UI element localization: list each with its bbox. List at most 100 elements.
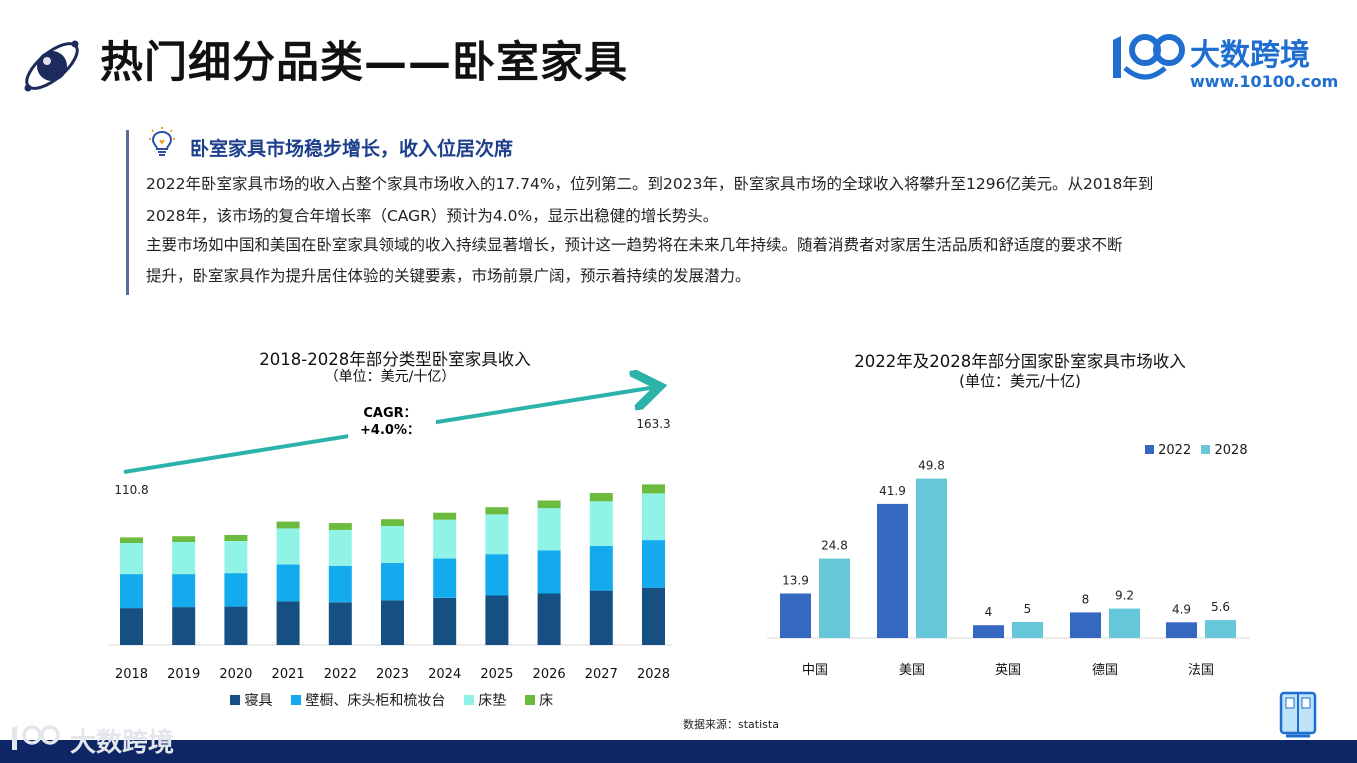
bar-2025-series-0	[485, 595, 509, 645]
x-tick-2026: 2026	[533, 667, 566, 682]
value-label-英国-2022: 4	[985, 605, 993, 619]
bar-2022-series-3	[328, 523, 352, 530]
bar-2020-series-1	[224, 573, 248, 607]
section-heading: 卧室家具市场稳步增长，收入位居次席	[190, 138, 514, 160]
bar-2019-series-2	[172, 542, 196, 575]
total-label-2028: 163.3	[636, 417, 670, 431]
legend-swatch-mattress	[463, 695, 474, 705]
brand-name: 大数跨境	[1190, 38, 1310, 73]
bar-2022-series-0	[328, 602, 352, 645]
page-title: 热门细分品类——卧室家具	[100, 38, 628, 88]
bar-2022-series-1	[328, 565, 352, 603]
bar-2024-series-2	[433, 519, 457, 559]
wardrobe-icon	[1279, 691, 1317, 738]
left-chart-title: 2018-2028年部分类型卧室家具收入	[259, 350, 531, 369]
legend-swatch-cabinet	[290, 695, 301, 705]
x-tick-中国: 中国	[802, 663, 828, 678]
bar-2021-series-0	[276, 601, 300, 645]
total-label-2018: 110.8	[114, 483, 148, 497]
bar-2021-series-1	[276, 564, 300, 602]
x-tick-2028: 2028	[637, 667, 670, 682]
x-tick-2027: 2027	[585, 667, 618, 682]
legend-label-2022: 2022	[1158, 443, 1192, 458]
bar-2018-series-0	[120, 608, 143, 645]
bar-2021-series-3	[276, 521, 300, 529]
brand-logo-icon	[1113, 34, 1185, 80]
bar-法国-2022	[1166, 622, 1197, 638]
x-tick-美国: 美国	[899, 663, 925, 678]
bar-中国-2022	[780, 593, 811, 638]
cagr-label-bg	[348, 398, 436, 442]
footer-bar	[0, 740, 1357, 763]
legend-swatch-bedding	[230, 695, 240, 705]
bar-英国-2022	[973, 625, 1004, 638]
x-tick-2023: 2023	[376, 667, 409, 682]
x-tick-2025: 2025	[480, 667, 513, 682]
value-label-德国-2028: 9.2	[1115, 589, 1134, 603]
bar-2024-series-3	[433, 512, 457, 520]
bar-2027-series-1	[589, 545, 613, 591]
bar-2027-series-0	[589, 590, 613, 645]
value-label-中国-2028: 24.8	[821, 539, 848, 553]
stacked-bar-chart: CAGR： +4.0%： 2018 110.8 2019 2020 2021 2022 20…	[108, 370, 672, 682]
legend-swatch-2022	[1145, 445, 1154, 454]
bar-德国-2022	[1070, 612, 1101, 638]
bar-2028-series-0	[642, 587, 665, 645]
bar-2026-series-2	[537, 508, 561, 551]
bar-2028-series-3	[642, 484, 665, 494]
bar-2023-series-0	[381, 600, 404, 645]
paragraph-line-4: 提升，卧室家具作为提升居住体验的关键要素，市场前景广阔，预示着持续的发展潜力。	[146, 267, 751, 285]
bar-英国-2028	[1012, 622, 1043, 638]
x-tick-2018: 2018	[115, 667, 148, 682]
bar-法国-2028	[1205, 620, 1236, 638]
bar-2019-series-1	[172, 574, 196, 608]
bar-2027-series-3	[589, 493, 613, 502]
brand-url[interactable]: www.10100.com	[1190, 72, 1339, 91]
bar-2018-series-2	[120, 543, 143, 575]
bar-2022-series-2	[328, 529, 352, 566]
value-label-美国-2028: 49.8	[918, 459, 945, 473]
x-tick-2022: 2022	[324, 667, 357, 682]
left-chart-legend: 寝具 壁橱、床头柜和梳妆台 床垫 床	[230, 690, 553, 710]
legend-label-mattress: 床垫	[478, 693, 507, 709]
right-chart-legend: 2022 2028	[1145, 443, 1248, 458]
legend-label-cabinet: 壁橱、床头柜和梳妆台	[305, 693, 446, 709]
bar-2026-series-0	[537, 593, 561, 645]
bar-中国-2028	[819, 558, 850, 638]
bar-美国-2028	[916, 478, 947, 638]
paragraph-line-3: 主要市场如中国和美国在卧室家具领域的收入持续显著增长，预计这一趋势将在未来几年持…	[146, 236, 1123, 254]
bar-2018-series-1	[120, 574, 143, 609]
legend-label-bed: 床	[539, 693, 554, 709]
value-label-中国-2022: 13.9	[782, 574, 809, 588]
grouped-bar-chart: 13.9 24.8 中国 41.9 49.8 美国 4 5 英国 8 9.2 德国 4.9 5.6 法国	[767, 459, 1250, 678]
x-tick-德国: 德国	[1092, 663, 1118, 678]
paragraph-line-1: 2022年卧室家具市场的收入占整个家具市场收入的17.74%，位列第二。到202…	[146, 175, 1154, 193]
cagr-label-line1: CAGR：	[363, 406, 416, 421]
bar-2026-series-3	[537, 500, 561, 509]
value-label-德国-2022: 8	[1082, 592, 1090, 606]
bar-2023-series-3	[381, 519, 404, 526]
lightbulb-icon	[149, 127, 175, 156]
bar-2024-series-1	[433, 558, 457, 598]
section-accent-bar	[126, 130, 129, 295]
data-source: 数据来源：statista	[683, 718, 779, 731]
bar-2021-series-2	[276, 528, 300, 565]
bar-2026-series-1	[537, 550, 561, 594]
x-tick-2020: 2020	[219, 667, 252, 682]
watermark-text: 大数跨境	[70, 728, 175, 758]
right-chart-unit: (单位：美元/十亿)	[959, 372, 1081, 390]
bar-2025-series-2	[485, 514, 509, 555]
value-label-英国-2028: 5	[1024, 602, 1032, 616]
left-chart-unit: （单位：美元/十亿）	[324, 369, 456, 385]
bar-2019-series-3	[172, 536, 196, 542]
paragraph-line-2: 2028年，该市场的复合年增长率（CAGR）预计为4.0%，显示出稳健的增长势头…	[146, 207, 719, 225]
right-chart-title: 2022年及2028年部分国家卧室家具市场收入	[854, 352, 1186, 371]
cagr-label-line2: +4.0%：	[360, 423, 420, 438]
bar-2028-series-1	[642, 540, 665, 588]
bar-美国-2022	[877, 503, 908, 638]
legend-label-bedding: 寝具	[244, 693, 273, 709]
bar-2024-series-0	[433, 597, 457, 645]
bar-2018-series-3	[120, 537, 143, 543]
x-tick-英国: 英国	[995, 663, 1021, 678]
legend-label-2028: 2028	[1214, 443, 1248, 458]
